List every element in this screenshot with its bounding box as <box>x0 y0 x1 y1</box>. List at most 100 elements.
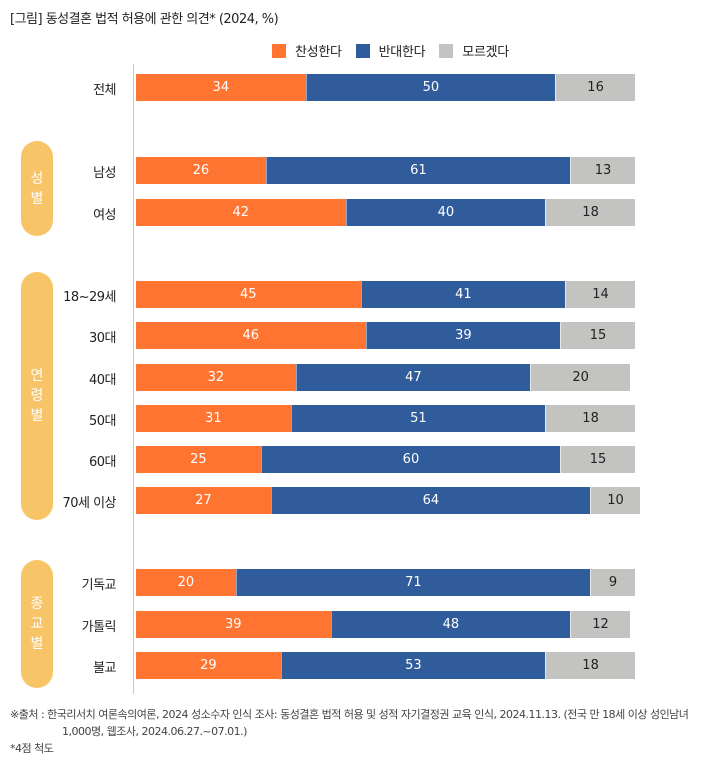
category-label: 18~29세 <box>63 290 116 305</box>
legend-label: 반대한다 <box>378 45 426 60</box>
data-label: 48 <box>442 617 460 632</box>
stacked-bar: 27 64 10 <box>136 487 640 514</box>
bar-segment-disagree: 64 <box>270 487 591 514</box>
data-label: 16 <box>587 80 604 95</box>
legend-item: 찬성한다 <box>272 41 342 60</box>
bar-segment-disagree: 50 <box>305 74 556 101</box>
stacked-bar: 34 50 16 <box>136 74 635 101</box>
data-label: 32 <box>207 370 225 385</box>
bar-segment-agree: 45 <box>136 281 361 308</box>
category-label: 불교 <box>93 661 116 676</box>
category-label: 전체 <box>93 83 116 98</box>
data-label: 20 <box>572 370 589 385</box>
data-label: 31 <box>205 411 222 426</box>
data-label: 18 <box>582 658 599 673</box>
data-label: 60 <box>402 452 420 467</box>
data-label: 14 <box>592 287 609 302</box>
data-label: 41 <box>455 287 472 302</box>
bar-segment-dont-know: 18 <box>545 405 635 432</box>
bar-segment-dont-know: 15 <box>560 322 635 349</box>
bar-segment-agree: 42 <box>136 199 346 226</box>
group-label-char: 별 <box>30 190 44 207</box>
chart-title: [그림] 동성결혼 법적 허용에 관한 의견* (2024, %) <box>10 12 279 27</box>
legend-label: 찬성한다 <box>295 45 342 60</box>
footnote: ※출처 : 한국리서치 여론속의여론, 2024 성소수자 인식 조사: 동성결… <box>10 706 689 757</box>
bar-segment-agree: 46 <box>136 322 366 349</box>
data-label: 45 <box>240 287 257 302</box>
category-label: 여성 <box>93 208 116 223</box>
data-label: 15 <box>589 452 607 467</box>
bar-segment-dont-know: 18 <box>545 652 635 679</box>
stacked-bar: 45 41 14 <box>136 281 635 308</box>
data-label: 27 <box>195 493 212 508</box>
data-label: 18 <box>582 411 599 426</box>
stacked-bar: 42 40 18 <box>136 199 635 226</box>
bar-segment-agree: 25 <box>136 446 261 473</box>
data-label: 15 <box>589 328 607 343</box>
bar-segment-dont-know: 20 <box>530 364 630 391</box>
category-label: 30대 <box>88 331 117 346</box>
category-label: 70세 이상 <box>62 496 116 511</box>
group-label-char: 종 <box>30 596 44 612</box>
bar-segment-disagree: 48 <box>330 611 571 638</box>
bar-segment-agree: 31 <box>136 405 291 432</box>
bar-segment-agree: 20 <box>136 569 236 596</box>
scale-note: *4점 척도 <box>10 742 54 755</box>
data-label: 61 <box>410 163 427 178</box>
data-label: 20 <box>177 575 195 590</box>
bar-segment-dont-know: 14 <box>565 281 635 308</box>
category-label: 남성 <box>93 166 116 181</box>
legend-swatch <box>272 43 286 58</box>
data-label: 42 <box>232 205 250 220</box>
legend-swatch <box>439 43 454 58</box>
category-label: 40대 <box>88 373 117 388</box>
data-label: 71 <box>405 575 422 590</box>
data-label: 51 <box>410 411 427 426</box>
bar-segment-dont-know: 18 <box>545 199 635 226</box>
data-label: 18 <box>582 205 599 220</box>
bar-segment-agree: 27 <box>136 487 271 514</box>
data-label: 12 <box>592 617 609 632</box>
group-label-char: 별 <box>30 636 44 652</box>
bar-segment-disagree: 40 <box>345 199 546 226</box>
group-label-char: 연 <box>30 368 44 384</box>
data-label: 39 <box>225 617 242 632</box>
stacked-bar: 46 39 15 <box>136 322 635 349</box>
source-note-line1: ※출처 : 한국리서치 여론속의여론, 2024 성소수자 인식 조사: 동성결… <box>10 708 689 721</box>
bar-segment-dont-know: 9 <box>590 569 635 596</box>
bar-segment-disagree: 51 <box>290 405 546 432</box>
category-label: 가톨릭 <box>81 620 117 635</box>
stacked-bar: 20 71 9 <box>136 569 635 596</box>
legend-label: 모르겠다 <box>462 45 509 60</box>
bar-segment-disagree: 39 <box>365 322 561 349</box>
bar-segment-disagree: 61 <box>265 157 571 184</box>
bar-segment-dont-know: 16 <box>555 74 635 101</box>
bar-segment-agree: 32 <box>136 364 296 391</box>
bar-segment-agree: 26 <box>136 157 266 184</box>
source-note-line2: 1,000명, 웹조사, 2024.06.27.~07.01.) <box>62 725 247 738</box>
group-label-char: 별 <box>30 408 44 424</box>
stacked-bar: 29 53 18 <box>136 652 635 679</box>
stacked-bar: 25 60 15 <box>136 446 635 473</box>
stacked-bar: 26 61 13 <box>136 157 635 184</box>
data-label: 53 <box>405 658 422 673</box>
category-axis-line <box>133 64 134 694</box>
bar-segment-agree: 34 <box>136 74 306 101</box>
data-label: 34 <box>212 80 230 95</box>
bar-segment-disagree: 60 <box>260 446 561 473</box>
legend-item: 모르겠다 <box>439 41 509 60</box>
data-label: 46 <box>242 328 260 343</box>
bar-segment-disagree: 53 <box>280 652 546 679</box>
data-label: 9 <box>608 575 618 590</box>
bar-segment-disagree: 71 <box>235 569 591 596</box>
legend-swatch <box>355 43 370 58</box>
legend-item: 반대한다 <box>355 41 426 60</box>
data-label: 40 <box>437 205 455 220</box>
bar-segment-disagree: 41 <box>360 281 566 308</box>
bar-segment-dont-know: 13 <box>570 157 635 184</box>
category-label: 50대 <box>88 414 117 429</box>
bar-segment-agree: 39 <box>136 611 331 638</box>
